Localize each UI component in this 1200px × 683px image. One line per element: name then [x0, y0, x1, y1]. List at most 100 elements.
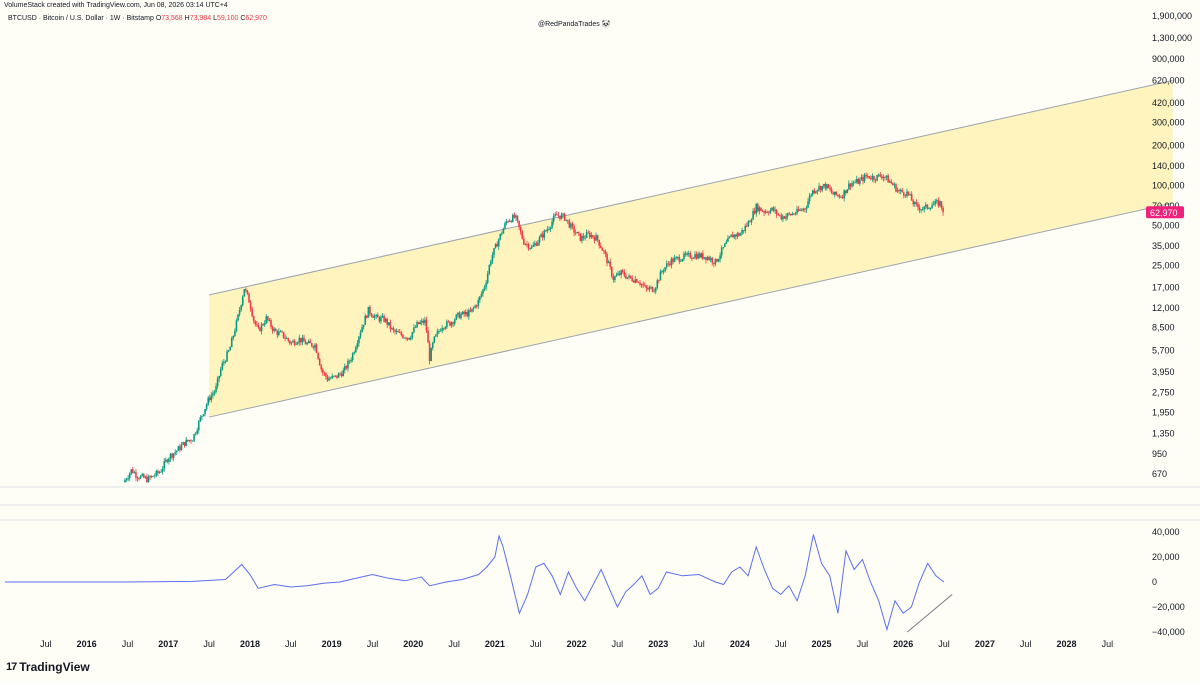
candle-body — [314, 344, 316, 348]
candle-body — [686, 253, 688, 255]
candle-body — [431, 342, 434, 349]
candle-body — [607, 261, 610, 264]
candle-body — [807, 201, 809, 208]
candle-body — [416, 322, 418, 328]
candle-body — [687, 253, 690, 254]
candle-body — [819, 186, 822, 191]
candle-body — [287, 338, 290, 341]
candle-body — [756, 204, 759, 212]
candle-body — [210, 395, 213, 401]
candle-body — [177, 446, 180, 451]
candle-body — [213, 391, 216, 394]
last-price-label: 62,970 — [1150, 208, 1178, 218]
tradingview-logo-icon: 17 — [6, 661, 17, 673]
candle-body — [892, 183, 894, 186]
candle-body — [524, 243, 527, 245]
candle-body — [940, 201, 943, 208]
candle-body — [452, 322, 454, 324]
candle-body — [507, 221, 509, 222]
candle-body — [300, 337, 302, 343]
candle-body — [475, 305, 478, 307]
candle-body — [365, 315, 368, 318]
candle-body — [785, 216, 787, 219]
time-tick-label: Jul — [367, 639, 379, 649]
candle-body — [680, 260, 682, 262]
candle-body — [529, 248, 531, 250]
candle-body — [263, 323, 266, 325]
candle-body — [392, 328, 395, 331]
candle-body — [409, 337, 412, 340]
time-tick-label: 2017 — [158, 639, 178, 649]
candle-body — [545, 230, 547, 232]
candle-body — [895, 184, 897, 192]
candle-body — [534, 243, 536, 245]
candle-body — [753, 210, 756, 214]
candle-body — [202, 414, 205, 416]
candle-body — [724, 243, 726, 247]
candle-body — [278, 331, 280, 335]
candle-body — [557, 215, 560, 216]
candle-body — [669, 263, 671, 266]
candle-body — [245, 289, 247, 291]
candle-body — [727, 238, 729, 242]
candle-body — [763, 211, 765, 213]
candle-body — [936, 200, 938, 202]
candle-body — [218, 376, 220, 379]
candle-body — [293, 340, 296, 345]
time-tick-label: Jul — [1102, 639, 1114, 649]
candle-body — [143, 474, 145, 478]
candle-body — [593, 237, 596, 241]
oscillator-pane: 40,000 20,000 0 −20,000 −40,000 — [5, 527, 1185, 637]
candle-body — [150, 475, 153, 478]
oscillator-tick-label: 0 — [1152, 577, 1157, 587]
candle-series — [124, 171, 944, 483]
candle-body — [769, 210, 772, 214]
candle-body — [735, 234, 737, 237]
candle-body — [692, 257, 695, 259]
open-value: 73,568 — [161, 15, 183, 22]
candle-body — [764, 211, 767, 213]
time-tick-label: 2024 — [730, 639, 750, 649]
candle-body — [227, 350, 230, 352]
candle-body — [926, 204, 929, 209]
tradingview-logo-text: TradingView — [19, 660, 90, 674]
price-tick-label: 70,000 — [1152, 201, 1180, 211]
candle-body — [282, 331, 285, 338]
candle-body — [262, 324, 264, 325]
candle-body — [636, 279, 638, 283]
candle-body — [859, 179, 861, 184]
candle-body — [896, 190, 899, 192]
candle-body — [521, 231, 524, 239]
candle-body — [670, 258, 673, 266]
candle-body — [877, 174, 880, 176]
candle-body — [215, 386, 217, 392]
candle-body — [229, 347, 231, 351]
price-tick-label: 300,000 — [1152, 117, 1185, 127]
channel-band — [209, 80, 1173, 418]
candle-body — [149, 476, 151, 478]
candle-body — [347, 360, 349, 369]
candle-body — [874, 179, 877, 181]
candle-body — [548, 228, 550, 230]
candle-body — [738, 233, 740, 236]
candle-body — [174, 452, 177, 454]
candle-body — [604, 251, 607, 254]
chart-credit: VolumeStack created with TradingView.com… — [4, 2, 228, 9]
pane-backgrounds — [0, 486, 1200, 521]
oscillator-tick-label: 20,000 — [1152, 552, 1180, 562]
candle-body — [485, 282, 487, 288]
candle-body — [625, 275, 627, 279]
candle-body — [921, 209, 924, 211]
time-tick-label: Jul — [285, 639, 297, 649]
candle-body — [618, 273, 621, 275]
candle-body — [364, 315, 367, 325]
candle-body — [552, 216, 555, 222]
candle-body — [474, 305, 476, 308]
candle-body — [560, 214, 563, 219]
candle-body — [683, 253, 685, 260]
candle-body — [667, 263, 670, 265]
time-tick-label: Jul — [938, 639, 950, 649]
candle-body — [837, 194, 839, 196]
candle-body — [648, 287, 651, 290]
